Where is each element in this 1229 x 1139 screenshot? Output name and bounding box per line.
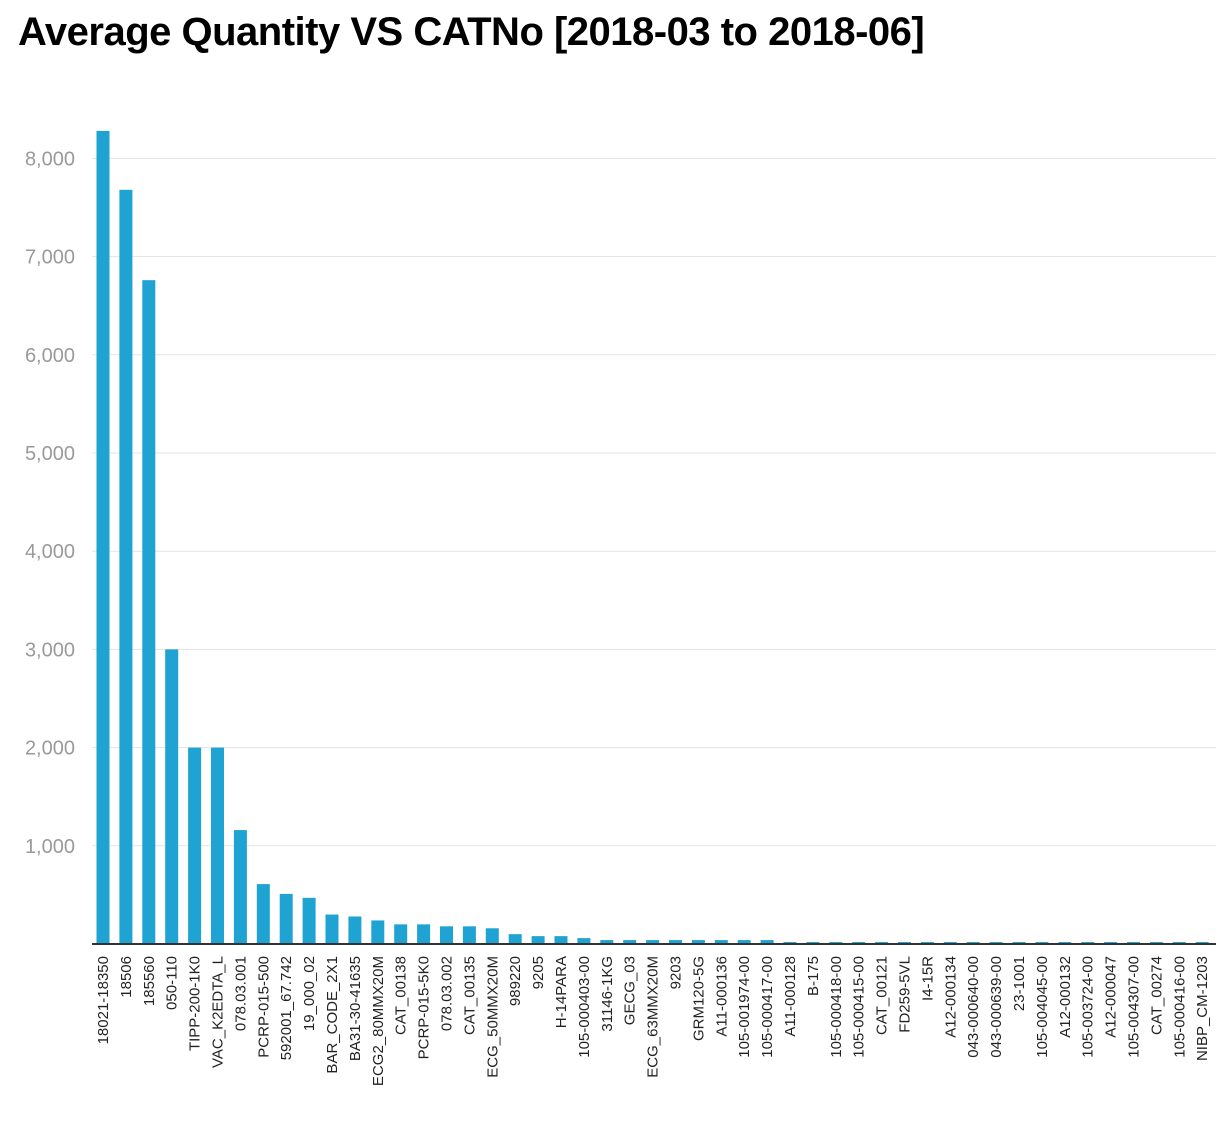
x-tick-label: 078.03.002 <box>439 956 456 1031</box>
x-tick-label: 050-110 <box>164 956 181 1010</box>
bar <box>531 936 545 944</box>
bars <box>96 130 1209 945</box>
x-tick-label: 043-000640-00 <box>965 956 982 1058</box>
bar <box>256 884 270 944</box>
bar <box>394 924 408 944</box>
x-tick-label: 9203 <box>668 956 685 989</box>
x-tick-label: BA31-30-41635 <box>347 956 364 1061</box>
x-tick-label: PCRP-015-5K0 <box>416 956 433 1059</box>
x-tick-label: ECG_63MMX20M <box>645 956 662 1078</box>
x-tick-label: GECG_03 <box>622 956 639 1025</box>
bar <box>325 914 339 944</box>
bar <box>714 940 728 944</box>
bar <box>577 938 591 944</box>
y-tick-label: 4,000 <box>25 541 75 563</box>
y-tick-label: 8,000 <box>25 148 75 170</box>
x-tick-label: 23-1001 <box>1011 956 1028 1011</box>
x-tick-label: B-175 <box>805 956 822 996</box>
bar <box>302 897 316 944</box>
y-tick-label: 1,000 <box>25 836 75 858</box>
x-tick-label: 989220 <box>507 956 524 1006</box>
bar <box>371 920 385 944</box>
y-tick-label: 5,000 <box>25 443 75 465</box>
bar <box>96 130 110 945</box>
bar <box>485 928 499 944</box>
x-tick-label: VAC_K2EDTA_L <box>210 956 227 1068</box>
bar <box>348 916 362 944</box>
x-tick-label: CAT_00138 <box>393 956 410 1035</box>
x-tick-label: A11-000136 <box>713 956 730 1037</box>
bar <box>760 940 774 944</box>
bar <box>623 940 637 944</box>
y-tick-label: 2,000 <box>25 738 75 760</box>
bar <box>188 747 202 944</box>
bar <box>233 830 247 944</box>
x-tick-label: A12-000047 <box>1103 956 1120 1038</box>
x-tick-label: A11-000128 <box>782 956 799 1037</box>
x-tick-label: A12-000134 <box>942 956 959 1038</box>
x-tick-label: FD259-5VL <box>897 956 914 1033</box>
x-tick-label: CAT_00274 <box>1148 956 1165 1035</box>
x-tick-label: H-14PARA <box>553 956 570 1028</box>
x-tick-label: 043-000639-00 <box>988 956 1005 1058</box>
x-tick-label: 18021-18350 <box>95 956 112 1044</box>
x-tick-label: A12-000132 <box>1057 956 1074 1038</box>
y-tick-label: 3,000 <box>25 639 75 661</box>
y-tick-label: 7,000 <box>25 247 75 269</box>
y-axis-ticks: 1,000 2,000 3,000 4,000 5,000 6,000 7,000 8,000 <box>25 148 75 857</box>
x-tick-label: 18506 <box>118 956 135 998</box>
x-tick-label: 105-000416-00 <box>1171 956 1188 1058</box>
y-tick-label: 6,000 <box>25 345 75 367</box>
x-tick-label: 19_000_02 <box>301 956 318 1031</box>
bar <box>211 747 224 944</box>
x-tick-label: 078.03.001 <box>232 956 249 1031</box>
bar <box>508 934 522 944</box>
bar <box>417 924 431 944</box>
bar <box>669 940 682 944</box>
x-tick-label: 105-000415-00 <box>851 956 868 1058</box>
x-tick-label: 31146-1KG <box>599 956 616 1032</box>
bar <box>691 940 705 944</box>
bar <box>554 936 568 944</box>
bar <box>119 189 133 945</box>
x-tick-label: 105-004307-00 <box>1126 956 1143 1058</box>
bar <box>737 940 751 944</box>
x-tick-label: GRM120-5G <box>690 956 707 1041</box>
bar <box>440 926 453 944</box>
x-tick-label: I4-15R <box>919 956 936 1001</box>
bar <box>165 649 179 944</box>
x-tick-label: ECG2_80MMX20M <box>370 956 387 1086</box>
x-tick-label: ECG_50MMX20M <box>484 956 501 1078</box>
x-tick-label: 105-000417-00 <box>759 956 776 1058</box>
x-tick-label: PCRP-015-500 <box>255 956 272 1058</box>
x-tick-label: 105-000418-00 <box>828 956 845 1058</box>
x-tick-label: 105-000403-00 <box>576 956 593 1058</box>
x-tick-label: 592001_67.742 <box>278 956 295 1060</box>
x-tick-label: 105-004045-00 <box>1034 956 1051 1058</box>
x-tick-label: CAT_00121 <box>874 956 891 1035</box>
x-tick-label: TIPP-200-1K0 <box>187 956 204 1051</box>
bar <box>600 940 614 944</box>
x-tick-label: 185560 <box>141 956 158 1006</box>
bar <box>142 280 156 945</box>
bar <box>646 940 660 944</box>
bar <box>279 893 293 944</box>
x-tick-label: CAT_00135 <box>461 956 478 1035</box>
bar <box>462 926 476 944</box>
x-tick-label: 105-003724-00 <box>1080 956 1097 1058</box>
x-tick-label: BAR_CODE_2X1 <box>324 956 341 1074</box>
x-axis-ticks: 18021-18350 18506 185560 050-110 TIPP-200-1K… <box>95 956 1211 1086</box>
x-tick-label: NIBP_CM-1203 <box>1194 956 1211 1061</box>
chart-title: Average Quantity VS CATNo [2018-03 to 20… <box>18 10 925 54</box>
x-tick-label: 9205 <box>530 956 547 989</box>
x-tick-label: 105-001974-00 <box>736 956 753 1058</box>
gridlines <box>92 157 1216 847</box>
